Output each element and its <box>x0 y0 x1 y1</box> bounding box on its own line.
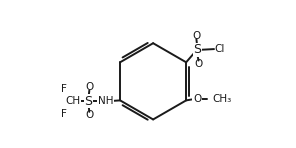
Text: Cl: Cl <box>215 44 225 54</box>
Text: O: O <box>192 31 200 41</box>
Text: CH₃: CH₃ <box>213 94 232 104</box>
Text: S: S <box>85 95 93 108</box>
Text: CH: CH <box>65 96 80 106</box>
Text: F: F <box>62 109 67 119</box>
Text: O: O <box>85 110 94 120</box>
Text: O: O <box>193 94 201 104</box>
Text: F: F <box>62 84 67 94</box>
Text: NH: NH <box>98 96 113 106</box>
Text: S: S <box>193 43 201 56</box>
Text: O: O <box>194 59 203 69</box>
Text: O: O <box>85 82 94 92</box>
